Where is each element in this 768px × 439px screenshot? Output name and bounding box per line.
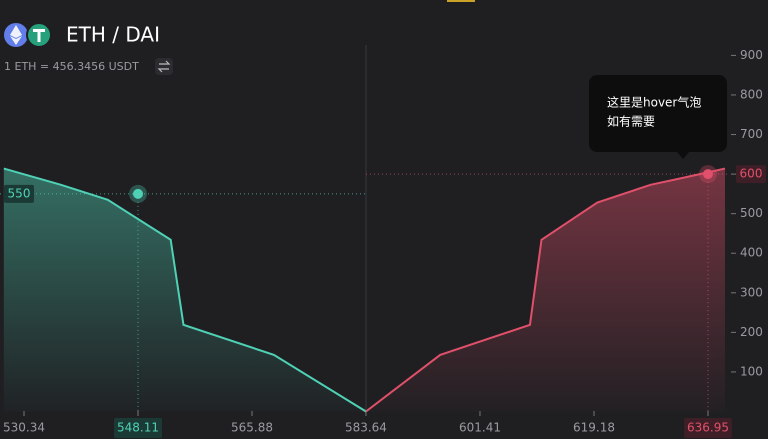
x-tick-label: 565.88 [231, 421, 273, 435]
y-tick-label: 100 [740, 364, 763, 378]
y-tick-label: 300 [740, 285, 763, 299]
hover-y-label: 600 [740, 167, 763, 181]
depth-area [3, 168, 366, 412]
hover-x-tag [683, 418, 732, 438]
x-tick-label: 601.41 [459, 421, 501, 435]
rate-text: 1 ETH = 456.3456 USDT [4, 60, 139, 73]
hover-x-label: 548.11 [117, 421, 159, 435]
top-indicator [447, 0, 475, 2]
plot: 100 200 300 400 500 600 700 800 900 530.34 548.11 5… [0, 48, 766, 438]
hover-y-tag [4, 184, 34, 203]
tooltip-box [589, 75, 727, 152]
swap-button[interactable] [155, 58, 173, 75]
y-tick-label: 800 [740, 87, 763, 101]
hover-point [133, 188, 144, 199]
tooltip-line: 如有需要 [607, 114, 655, 129]
hover-y-tag [736, 165, 766, 184]
overlay: 这里是hover气泡 如有需要 [589, 75, 727, 159]
y-tick-label: 200 [740, 325, 763, 339]
depth-area [365, 168, 725, 412]
y-tick-label: 500 [740, 206, 763, 220]
hover-x-label: 636.95 [687, 421, 729, 435]
y-tick-label: 400 [740, 246, 763, 260]
eth-glyph [10, 25, 22, 45]
swap-icon [157, 60, 171, 73]
y-tick-label: 900 [740, 48, 763, 62]
pair-title: ETH / DAI [66, 23, 160, 47]
depth-line [3, 167, 367, 413]
x-tick-label: 619.18 [573, 421, 615, 435]
x-tick-label: 583.64 [345, 421, 387, 435]
hover-x-tag [114, 418, 163, 438]
hover-y-label: 550 [8, 186, 31, 200]
tether-glyph [33, 29, 45, 42]
tooltip-pointer [677, 152, 689, 159]
hover-point [702, 169, 713, 180]
depth-line [365, 167, 726, 413]
x-tick-label: 530.34 [3, 421, 45, 435]
y-tick-label: 700 [740, 127, 763, 141]
tooltip-line: 这里是hover气泡 [607, 95, 701, 110]
